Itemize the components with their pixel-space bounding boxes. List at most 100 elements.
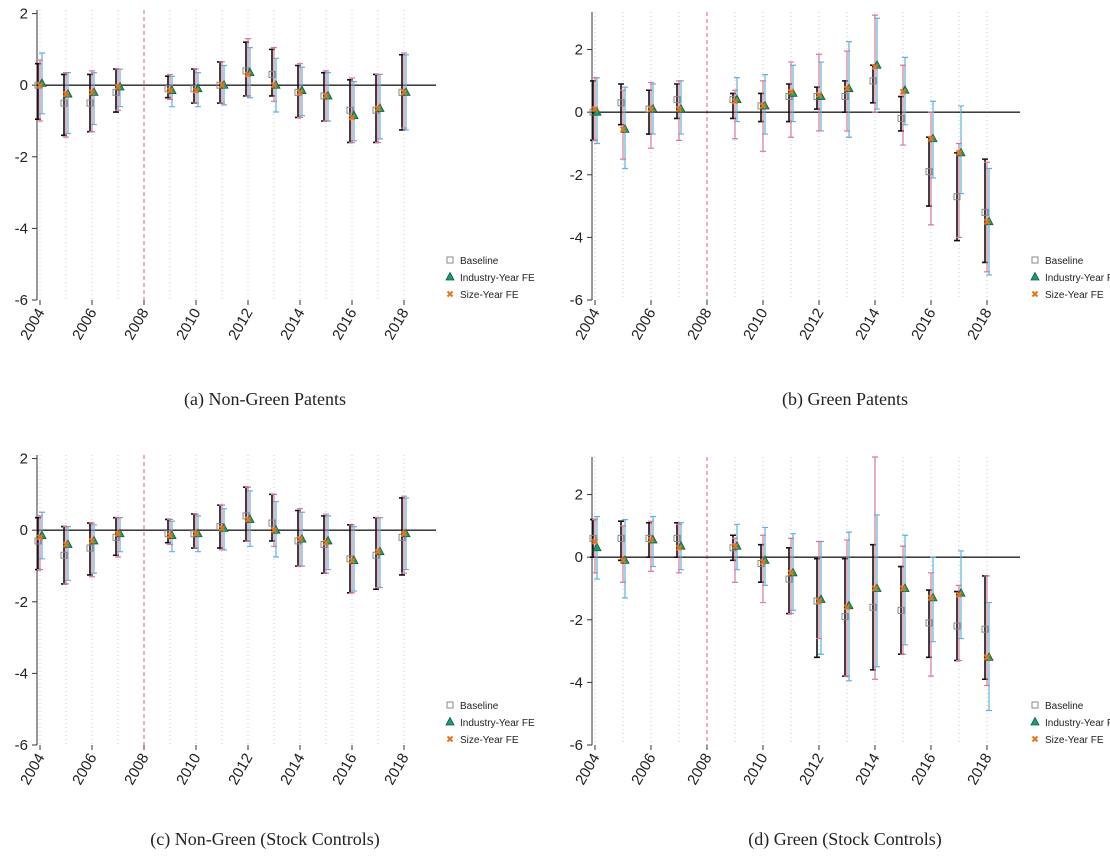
x-tick-label: 2006 [628,306,659,343]
x-tick-label: 2016 [329,306,360,343]
point-marker [841,613,849,621]
y-tick-label: -4 [15,665,28,682]
legend-label: Baseline [460,256,499,267]
point-marker [983,654,991,661]
x-tick-label: 2010 [740,751,771,788]
y-tick-label: -6 [570,737,583,754]
point-marker [268,519,276,527]
x-tick-label: 2012 [796,751,827,788]
y-tick-label: -2 [570,167,583,184]
point-marker [218,81,226,89]
panel-caption: (b) Green Patents [782,389,908,410]
point-marker [731,98,739,105]
point-marker [374,105,382,112]
point-marker [114,83,122,91]
point-marker [322,92,330,100]
point-marker [815,91,823,99]
error-bar [620,89,626,160]
error-bar [89,70,95,133]
error-bar [648,81,654,149]
error-bar [900,545,906,655]
x-tick-label: 2008 [684,751,715,788]
legend-marker [1031,256,1039,264]
point-marker [192,530,200,537]
point-marker [869,603,877,611]
point-marker [270,526,278,534]
point-marker [869,77,877,85]
point-marker [981,625,989,633]
point-marker [617,99,625,107]
point-marker [983,218,991,225]
point-marker [897,114,905,122]
legend-marker [446,735,454,743]
x-tick-label: 2014 [852,306,883,343]
panel-caption: (c) Non-Green (Stock Controls) [150,829,379,850]
x-tick-label: 2006 [69,306,100,343]
y-tick-label: -4 [15,220,28,237]
x-tick-label: 2006 [69,751,100,788]
point-marker [955,591,963,598]
y-tick-label: -6 [570,292,583,309]
point-marker [268,70,276,78]
error-bar [401,52,407,129]
point-marker [60,551,68,559]
point-marker [647,536,655,544]
y-tick-label: -4 [570,674,583,691]
point-marker [114,530,122,537]
y-tick-label: 0 [20,77,28,94]
legend-label: Industry-Year FE [1045,273,1110,284]
error-bar [271,46,277,102]
point-marker [981,208,989,216]
legend-label: Size-Year FE [1045,735,1104,746]
point-marker [731,543,739,550]
point-marker [589,534,597,542]
error-bar [900,64,906,146]
panel-caption: (a) Non-Green Patents [184,389,346,410]
legend-marker [1031,290,1039,298]
x-tick-label: 2012 [225,306,256,343]
point-marker [673,96,681,104]
point-marker [925,168,933,176]
point-marker [591,105,599,113]
x-tick-label: 2010 [173,306,204,343]
point-marker [166,532,174,539]
x-tick-label: 2016 [908,751,939,788]
y-tick-label: -6 [15,737,28,754]
error-bar [37,59,43,122]
x-tick-label: 2010 [173,751,204,788]
point-marker [927,594,935,602]
point-marker [62,90,70,98]
x-tick-label: 2008 [121,306,152,343]
point-marker [400,530,408,537]
x-tick-label: 2008 [684,306,715,343]
point-marker [372,551,380,559]
y-tick-label: 2 [575,42,583,59]
point-marker [673,534,681,542]
panel: -6 -4 -2 0 2 2004 2006 2008 2010 2012 2014 2016 2018… [15,451,535,850]
x-tick-label: 2018 [964,751,995,788]
error-bar [297,508,303,567]
point-marker [36,81,44,89]
error-bar [816,53,822,132]
point-marker [270,81,278,89]
y-tick-label: 2 [20,451,28,468]
point-marker [398,533,406,541]
point-marker [400,89,408,96]
x-tick-label: 2014 [277,751,308,788]
error-bar [89,522,95,578]
x-tick-label: 2004 [572,751,603,788]
point-marker [619,126,627,133]
point-marker [112,533,120,541]
point-marker [296,535,304,543]
error-bar [956,142,962,238]
point-marker [218,525,226,532]
point-marker [871,63,879,70]
legend-label: Baseline [1045,256,1084,267]
point-marker [60,99,68,107]
error-bar [37,515,43,571]
point-marker [925,619,933,627]
legend-marker [1031,701,1039,709]
legend-marker [1031,735,1039,743]
point-marker [647,105,655,113]
point-marker [592,542,602,552]
